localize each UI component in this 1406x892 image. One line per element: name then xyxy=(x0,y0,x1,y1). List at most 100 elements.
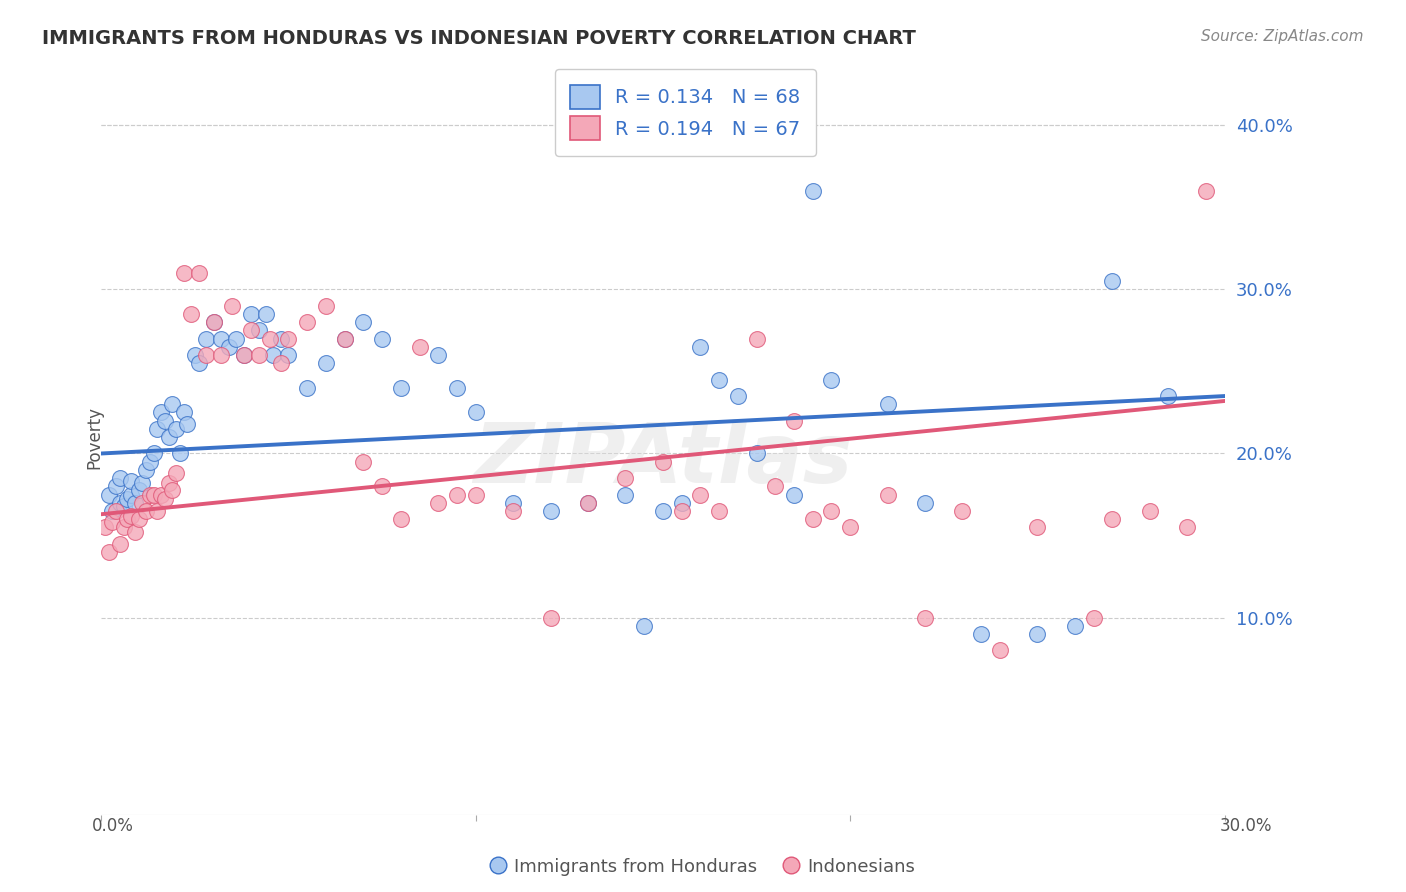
Point xyxy=(427,496,450,510)
Point xyxy=(162,397,184,411)
Point xyxy=(1101,274,1123,288)
Point xyxy=(146,504,169,518)
Point xyxy=(112,520,135,534)
Point xyxy=(633,619,655,633)
Point xyxy=(295,315,318,329)
Point xyxy=(128,512,150,526)
Point xyxy=(876,397,898,411)
Point xyxy=(180,307,202,321)
Point xyxy=(614,487,637,501)
Point xyxy=(153,414,176,428)
Point xyxy=(389,381,412,395)
Point xyxy=(1195,184,1218,198)
Point xyxy=(745,332,768,346)
Point xyxy=(105,504,128,518)
Point xyxy=(783,414,806,428)
Point xyxy=(254,307,277,321)
Point xyxy=(146,422,169,436)
Point xyxy=(176,417,198,431)
Point xyxy=(614,471,637,485)
Legend: Immigrants from Honduras, Indonesians: Immigrants from Honduras, Indonesians xyxy=(484,851,922,883)
Point xyxy=(142,487,165,501)
Point xyxy=(247,323,270,337)
Point xyxy=(277,332,299,346)
Text: IMMIGRANTS FROM HONDURAS VS INDONESIAN POVERTY CORRELATION CHART: IMMIGRANTS FROM HONDURAS VS INDONESIAN P… xyxy=(42,29,917,47)
Point xyxy=(94,520,117,534)
Point xyxy=(576,496,599,510)
Point xyxy=(162,483,184,497)
Point xyxy=(139,455,162,469)
Point xyxy=(124,496,146,510)
Legend: R = 0.134   N = 68, R = 0.194   N = 67: R = 0.134 N = 68, R = 0.194 N = 67 xyxy=(555,70,815,156)
Point xyxy=(232,348,254,362)
Point xyxy=(1026,627,1049,641)
Text: 0.0%: 0.0% xyxy=(91,817,134,835)
Point xyxy=(142,446,165,460)
Point xyxy=(801,512,824,526)
Point xyxy=(352,315,374,329)
Point xyxy=(150,487,173,501)
Point xyxy=(464,405,486,419)
Point xyxy=(169,446,191,460)
Point xyxy=(502,504,524,518)
Point xyxy=(839,520,862,534)
Point xyxy=(1139,504,1161,518)
Point xyxy=(202,315,225,329)
Point xyxy=(970,627,993,641)
Point xyxy=(263,348,285,362)
Point xyxy=(502,496,524,510)
Point xyxy=(801,184,824,198)
Point xyxy=(371,332,394,346)
Text: Source: ZipAtlas.com: Source: ZipAtlas.com xyxy=(1201,29,1364,44)
Point xyxy=(352,455,374,469)
Point xyxy=(371,479,394,493)
Point xyxy=(876,487,898,501)
Point xyxy=(259,332,281,346)
Point xyxy=(427,348,450,362)
Point xyxy=(783,487,806,501)
Point xyxy=(270,356,292,370)
Point xyxy=(232,348,254,362)
Point xyxy=(195,348,218,362)
Point xyxy=(763,479,786,493)
Point xyxy=(187,266,209,280)
Point xyxy=(131,496,153,510)
Point xyxy=(173,405,195,419)
Point xyxy=(117,512,139,526)
Point xyxy=(165,466,187,480)
Point xyxy=(153,492,176,507)
Point xyxy=(820,373,842,387)
Point xyxy=(689,340,711,354)
Point xyxy=(671,504,693,518)
Point xyxy=(157,476,180,491)
Point xyxy=(218,340,240,354)
Point xyxy=(1175,520,1198,534)
Point xyxy=(988,643,1011,657)
Point xyxy=(120,487,142,501)
Point xyxy=(914,610,936,624)
Point xyxy=(120,508,142,523)
Point xyxy=(446,487,468,501)
Point xyxy=(315,356,337,370)
Point xyxy=(108,496,131,510)
Point xyxy=(727,389,749,403)
Point xyxy=(651,455,673,469)
Point xyxy=(1083,610,1105,624)
Point xyxy=(671,496,693,510)
Point xyxy=(195,332,218,346)
Point xyxy=(131,476,153,491)
Point xyxy=(101,504,124,518)
Y-axis label: Poverty: Poverty xyxy=(86,406,103,468)
Point xyxy=(820,504,842,518)
Point xyxy=(120,475,142,489)
Point xyxy=(315,299,337,313)
Point xyxy=(117,492,139,507)
Point xyxy=(247,348,270,362)
Point xyxy=(576,496,599,510)
Point xyxy=(389,512,412,526)
Point xyxy=(165,422,187,436)
Point xyxy=(707,373,730,387)
Point xyxy=(295,381,318,395)
Point xyxy=(1063,619,1085,633)
Text: ZIPAtlas: ZIPAtlas xyxy=(474,419,852,500)
